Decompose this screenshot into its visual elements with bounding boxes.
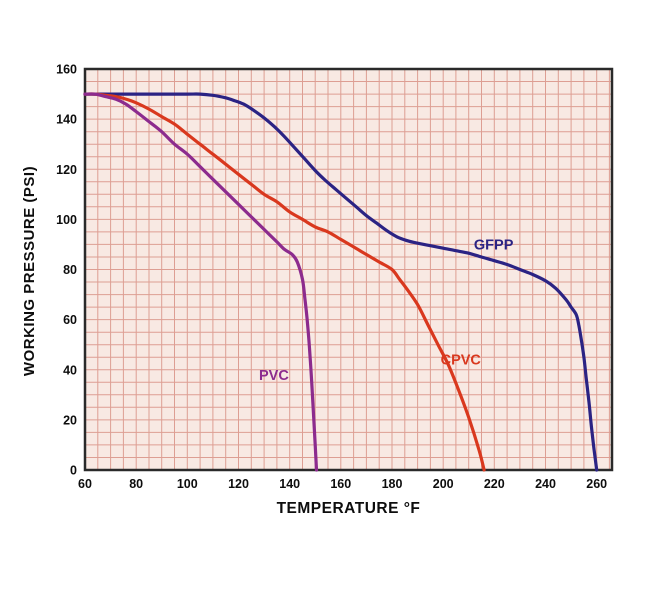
gridlines	[85, 69, 612, 470]
svg-text:60: 60	[63, 313, 77, 327]
y-tick-labels: 0 20 40 60 80 100 120 140 160	[56, 63, 77, 478]
svg-text:80: 80	[63, 263, 77, 277]
x-tick-labels: 60 80 100 120 140 160 180 200 220 240 260	[78, 477, 607, 491]
svg-text:100: 100	[56, 213, 77, 227]
series-line-pvc	[83, 92, 319, 472]
svg-text:20: 20	[63, 413, 77, 427]
svg-text:80: 80	[129, 477, 143, 491]
series-label-gfpp: GFPP	[474, 237, 514, 253]
svg-text:220: 220	[484, 477, 505, 491]
svg-text:120: 120	[228, 477, 249, 491]
svg-text:140: 140	[279, 477, 300, 491]
svg-text:260: 260	[586, 477, 607, 491]
svg-text:240: 240	[535, 477, 556, 491]
svg-text:100: 100	[177, 477, 198, 491]
svg-text:200: 200	[433, 477, 454, 491]
series-line-gfpp	[83, 92, 599, 472]
svg-text:60: 60	[78, 477, 92, 491]
svg-text:120: 120	[56, 163, 77, 177]
series-line-cpvc	[83, 92, 486, 472]
series-label-pvc: PVC	[259, 368, 289, 384]
svg-text:180: 180	[382, 477, 403, 491]
plot-border	[83, 67, 614, 472]
svg-text:0: 0	[70, 464, 77, 478]
svg-text:40: 40	[63, 363, 77, 377]
svg-text:140: 140	[56, 113, 77, 127]
series-label-cpvc: CPVC	[441, 353, 482, 369]
x-axis-title: TEMPERATURE °F	[276, 500, 421, 517]
svg-text:160: 160	[56, 63, 77, 77]
svg-text:160: 160	[330, 477, 351, 491]
